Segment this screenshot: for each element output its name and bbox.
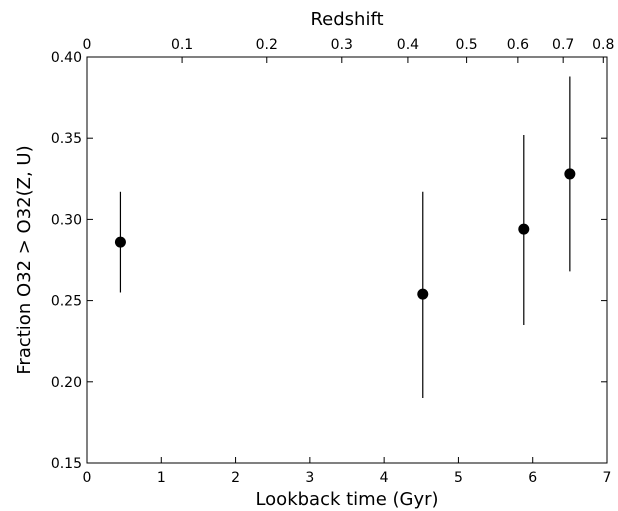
x-axis-top: 0 0.1 0.2 0.3 0.4 0.5 0.6 0.7 0.8 bbox=[83, 37, 614, 63]
top-tick-label: 0.1 bbox=[171, 37, 193, 53]
data-point bbox=[564, 168, 576, 180]
top-tick-label: 0.2 bbox=[256, 37, 278, 53]
y-tick-label: 0.40 bbox=[51, 50, 82, 66]
top-tick-label: 0.6 bbox=[507, 37, 529, 53]
y-tick-label: 0.25 bbox=[51, 294, 82, 310]
x-tick-label: 1 bbox=[157, 470, 166, 486]
top-tick-label: 0.5 bbox=[455, 37, 477, 53]
y-axis-label: Fraction O32 > O32(Z, U) bbox=[14, 145, 35, 374]
plot-frame bbox=[86, 56, 608, 464]
y-tick-label: 0.15 bbox=[51, 456, 82, 472]
x-tick-label: 3 bbox=[305, 470, 314, 486]
top-tick-label: 0.4 bbox=[397, 37, 419, 53]
top-tick-label: 0.3 bbox=[331, 37, 353, 53]
x-tick-label: 6 bbox=[528, 470, 537, 486]
top-tick-label: 0.7 bbox=[552, 37, 574, 53]
x-tick-label: 5 bbox=[454, 470, 463, 486]
top-tick-label: 0 bbox=[83, 37, 92, 53]
y-tick-label: 0.35 bbox=[51, 131, 82, 147]
x-tick-label: 7 bbox=[603, 470, 612, 486]
data-point bbox=[518, 223, 530, 235]
x-tick-label: 4 bbox=[380, 470, 389, 486]
top-tick-label: 0.8 bbox=[592, 37, 614, 53]
top-axis-label: Redshift bbox=[310, 9, 383, 30]
plot-border bbox=[86, 56, 608, 464]
y-tick-label: 0.30 bbox=[51, 212, 82, 228]
data-point bbox=[417, 288, 429, 300]
data-point bbox=[114, 236, 126, 248]
data-series bbox=[114, 76, 576, 399]
x-tick-label: 0 bbox=[83, 470, 92, 486]
y-tick-label: 0.20 bbox=[51, 375, 82, 391]
x-axis-label: Lookback time (Gyr) bbox=[255, 489, 438, 510]
y-axis: 0.15 0.20 0.25 0.30 0.35 0.40 bbox=[51, 50, 607, 472]
x-tick-label: 2 bbox=[231, 470, 240, 486]
x-axis-bottom: 0 1 2 3 4 5 6 7 bbox=[83, 457, 612, 486]
